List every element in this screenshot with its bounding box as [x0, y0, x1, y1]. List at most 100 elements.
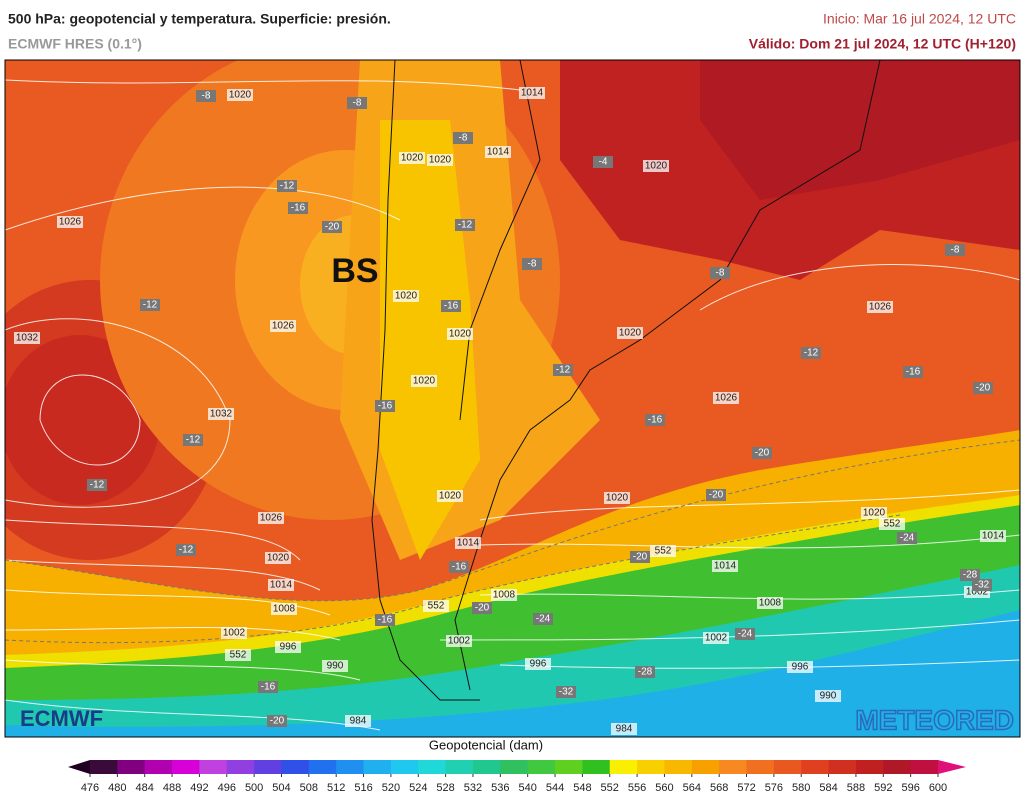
isobar-label: 1014: [521, 88, 544, 99]
colorbar-swatch: [90, 760, 118, 774]
colorbar-swatch: [390, 760, 419, 774]
label-bg: [710, 267, 730, 279]
label-bg: [519, 87, 545, 99]
temperature-label: -12: [143, 300, 158, 311]
label-bg: [960, 569, 980, 581]
system-label: BS: [331, 252, 378, 290]
temperature-label: -16: [291, 203, 306, 214]
label-bg: [650, 545, 676, 557]
label-bg: [268, 579, 294, 591]
colorbar-swatch: [117, 760, 146, 774]
model: ECMWF HRES (0.1°): [8, 36, 142, 52]
temperature-label: -20: [755, 448, 770, 459]
isobar-label: 1026: [869, 302, 892, 313]
colorbar-tick-label: 584: [819, 782, 837, 794]
isobar-label: 1020: [267, 553, 290, 564]
temperature-labels: -8 -8 -8 -4 -12 -16 -20 -12 -8 -8 -8 -12 -16 -12 -12 -1…: [87, 90, 993, 727]
colorbar-swatch: [910, 760, 939, 774]
colorbar-swatch: [500, 760, 529, 774]
label-bg: [879, 518, 905, 530]
colorbar-swatch: [336, 760, 365, 774]
label-bg: [345, 715, 371, 727]
isobar-label: 1020: [606, 493, 629, 504]
temperature-label: -8: [202, 91, 211, 102]
label-bg: [14, 332, 40, 344]
isobar-label: 1008: [759, 598, 782, 609]
colorbar-swatch: [609, 760, 638, 774]
label-bg: [735, 628, 755, 640]
label-bg: [270, 320, 296, 332]
colorbar-tick-label: 552: [601, 782, 619, 794]
temperature-label: -12: [179, 545, 194, 556]
label-bg: [221, 627, 247, 639]
colorbar-swatch: [883, 760, 912, 774]
colorbar-swatch: [281, 760, 310, 774]
temperature-label: -32: [559, 687, 574, 698]
map: [5, 60, 1020, 737]
isobar-label: 1020: [439, 491, 462, 502]
label-bg: [271, 603, 297, 615]
colorbar-tick-label: 592: [874, 782, 892, 794]
init-time: Inicio: Mar 16 jul 2024, 12 UTC: [823, 11, 1016, 27]
isobar-label: 1002: [966, 587, 989, 598]
label-bg: [472, 602, 492, 614]
label-bg: [423, 600, 449, 612]
isobar-label: 990: [820, 691, 837, 702]
label-bg: [225, 649, 251, 661]
isobar-label: 1014: [714, 561, 737, 572]
isobar-label: 990: [327, 661, 344, 672]
logo-right: METEORED: [855, 704, 1014, 735]
temperature-label: -28: [638, 667, 653, 678]
temperature-label: -16: [452, 562, 467, 573]
valid-time: Válido: Dom 21 jul 2024, 12 UTC (H+120): [749, 36, 1016, 52]
label-bg: [322, 221, 342, 233]
label-bg: [617, 327, 643, 339]
label-bg: [455, 537, 481, 549]
isobar-label: 1014: [457, 538, 480, 549]
temperature-label: -20: [976, 383, 991, 394]
temperature-label: -8: [353, 98, 362, 109]
colorbar-swatch: [527, 760, 556, 774]
label-bg: [265, 552, 291, 564]
colorbar-label: Geopotencial (dam): [429, 737, 543, 752]
colorbar-tick-label: 536: [491, 782, 509, 794]
isobar-label: 1014: [270, 580, 293, 591]
colorbar-tick-label: 520: [382, 782, 400, 794]
temperature-label: -12: [90, 480, 105, 491]
temperature-label: -20: [325, 222, 340, 233]
colorbar-swatch: [199, 760, 228, 774]
colorbar-swatch: [555, 760, 583, 774]
temperature-label: -24: [900, 533, 915, 544]
isobar-label: 552: [230, 650, 247, 661]
colorbar-tick-label: 572: [737, 782, 755, 794]
temperature-label: -16: [444, 301, 459, 312]
isobar-label: 552: [428, 601, 445, 612]
colorbar-swatch: [582, 760, 611, 774]
map-frame: [4, 59, 1021, 738]
label-bg: [411, 375, 437, 387]
label-bg: [275, 641, 301, 653]
colorbar-tick-label: 516: [354, 782, 372, 794]
colorbar-swatch: [637, 760, 665, 774]
label-bg: [556, 686, 576, 698]
label-bg: [441, 300, 461, 312]
label-bg: [485, 146, 511, 158]
temperature-label: -12: [186, 435, 201, 446]
colorbar-over: [938, 760, 966, 774]
colorbar-under: [68, 760, 90, 774]
temperature-label: -28: [963, 570, 978, 581]
isobar-label: 1002: [448, 636, 471, 647]
temperature-label: -20: [709, 490, 724, 501]
label-bg: [611, 723, 637, 735]
temperature-label: -16: [378, 615, 393, 626]
label-bg: [867, 301, 893, 313]
label-bg: [449, 561, 469, 573]
label-bg: [447, 328, 473, 340]
label-bg: [525, 658, 551, 670]
temperature-label: -12: [556, 365, 571, 376]
isobar-label: 552: [884, 519, 901, 530]
temperature-label: -8: [716, 268, 725, 279]
colorbar-tick-label: 600: [929, 782, 947, 794]
label-bg: [703, 632, 729, 644]
label-bg: [427, 154, 453, 166]
